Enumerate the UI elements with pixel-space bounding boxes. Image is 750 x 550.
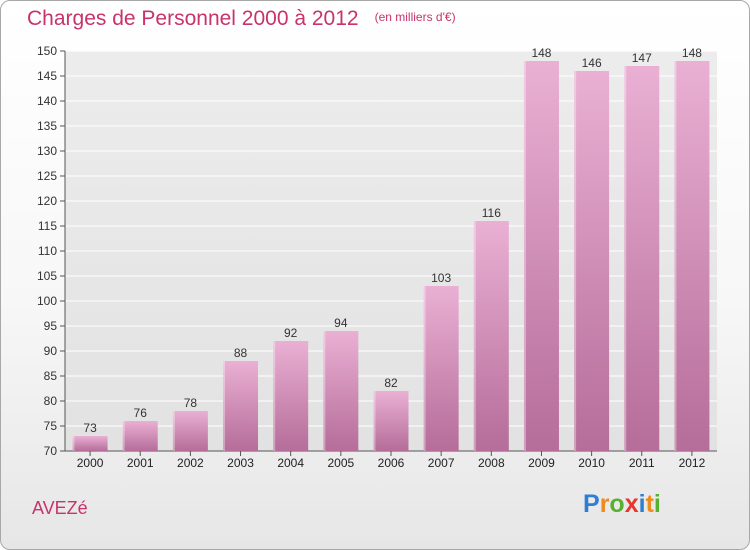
x-tick-label: 2009 — [528, 456, 555, 470]
y-tick-label: 85 — [44, 369, 58, 383]
x-tick-label: 2006 — [378, 456, 405, 470]
x-tick-label: 2010 — [578, 456, 605, 470]
bar-highlight — [473, 221, 476, 451]
x-tick-label: 2012 — [679, 456, 706, 470]
bar — [574, 71, 610, 451]
data-label: 116 — [482, 206, 501, 220]
logo-letter: r — [599, 490, 610, 518]
y-tick-label: 115 — [38, 219, 57, 233]
x-tick-label: 2004 — [277, 456, 304, 470]
data-label: 92 — [284, 326, 298, 340]
y-tick-label: 150 — [37, 44, 57, 58]
bar-highlight — [373, 391, 376, 451]
bar-highlight — [72, 436, 75, 451]
logo-letter: i — [653, 490, 661, 518]
y-tick-label: 145 — [37, 69, 57, 83]
bar — [223, 361, 259, 451]
logo-letter: P — [583, 490, 600, 518]
proxiti-logo: Proxiti — [583, 490, 661, 519]
y-tick-label: 140 — [37, 94, 57, 108]
x-tick-label: 2003 — [227, 456, 254, 470]
x-tick-label: 2001 — [127, 456, 154, 470]
bar — [624, 66, 660, 451]
data-label: 148 — [531, 46, 551, 60]
x-tick-label: 2011 — [629, 456, 655, 470]
bar-highlight — [323, 331, 326, 451]
bar-highlight — [273, 341, 276, 451]
bar-highlight — [574, 71, 577, 451]
data-label: 94 — [334, 316, 348, 330]
bar — [323, 331, 359, 451]
chart-title: Charges de Personnel 2000 à 2012 (en mill… — [27, 7, 456, 31]
bar — [373, 391, 409, 451]
bar — [273, 341, 309, 451]
y-tick-label: 90 — [44, 344, 58, 358]
bar — [172, 411, 208, 451]
y-tick-label: 120 — [37, 194, 57, 208]
y-tick-label: 105 — [37, 269, 57, 283]
bar-highlight — [172, 411, 175, 451]
bar-highlight — [122, 421, 125, 451]
x-tick-label: 2007 — [428, 456, 455, 470]
chart-subtitle: (en milliers d'€) — [374, 10, 456, 24]
data-label: 78 — [184, 396, 198, 410]
data-label: 146 — [582, 56, 602, 70]
y-tick-label: 95 — [44, 319, 58, 333]
bar — [122, 421, 158, 451]
data-label: 147 — [632, 51, 652, 65]
bar-highlight — [423, 286, 426, 451]
logo-letter: o — [609, 490, 625, 518]
x-tick-label: 2005 — [327, 456, 354, 470]
bar — [72, 436, 108, 451]
logo-letter: x — [624, 490, 639, 518]
y-tick-label: 75 — [44, 419, 58, 433]
bar — [423, 286, 459, 451]
y-tick-label: 135 — [37, 119, 57, 133]
y-tick-label: 100 — [37, 294, 57, 308]
commune-name: AVEZé — [32, 498, 88, 518]
x-tick-label: 2000 — [77, 456, 104, 470]
data-label: 88 — [234, 346, 248, 360]
x-tick-label: 2008 — [478, 456, 505, 470]
bar-highlight — [523, 61, 526, 451]
bar — [473, 221, 509, 451]
bar-highlight — [624, 66, 627, 451]
y-tick-label: 110 — [38, 244, 57, 258]
bar — [523, 61, 559, 451]
logo-letter: i — [638, 490, 646, 518]
title-text: Charges de Personnel 2000 à 2012 — [27, 7, 359, 30]
data-label: 103 — [431, 271, 451, 285]
logo-letter: t — [645, 490, 654, 518]
bar-highlight — [223, 361, 226, 451]
y-tick-label: 80 — [44, 394, 58, 408]
y-tick-label: 125 — [37, 169, 57, 183]
bar-highlight — [674, 61, 677, 451]
data-label: 76 — [134, 406, 148, 420]
data-label: 82 — [384, 376, 398, 390]
x-tick-label: 2002 — [177, 456, 204, 470]
data-label: 148 — [682, 46, 702, 60]
y-tick-label: 70 — [44, 444, 58, 458]
y-tick-label: 130 — [37, 144, 57, 158]
bar — [674, 61, 710, 451]
data-label: 73 — [83, 421, 97, 435]
